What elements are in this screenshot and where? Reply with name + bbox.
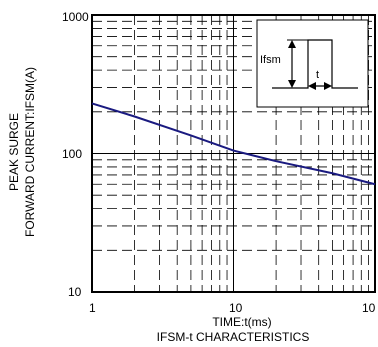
inset-ifsm-arrow-bottom: [288, 80, 296, 88]
y-tick-label-1000: 1000: [62, 10, 89, 24]
inset-t-label: t: [316, 69, 319, 81]
y-tick-label-10: 10: [68, 285, 82, 299]
inset-t-arrow-left: [308, 82, 316, 90]
x-axis-label: TIME:t(ms): [212, 315, 271, 329]
x-tick-label-1: 1: [89, 301, 96, 315]
inset-frame: [256, 19, 369, 108]
inset-diagram: Ifsm t: [256, 19, 369, 108]
y-tick-label-100: 100: [62, 147, 82, 161]
series-curve: [91, 102, 376, 186]
chart-caption: IFSM-t CHARACTERISTICS: [157, 330, 310, 344]
x-tick-label-10: 10: [229, 301, 243, 315]
inset-ifsm-arrow-top: [288, 40, 296, 48]
inset-pulse: [272, 39, 358, 89]
inset-ifsm-label: Ifsm: [260, 54, 281, 66]
grid-major: [92, 15, 375, 292]
y-axis-label-line1: PEAK SURGE: [7, 113, 21, 191]
inset-t-arrow-right: [324, 82, 332, 90]
y-axis-label-line2: FORWARD CURRENT:IFSM(A): [23, 67, 37, 237]
x-tick-label-100: 10: [362, 301, 376, 315]
